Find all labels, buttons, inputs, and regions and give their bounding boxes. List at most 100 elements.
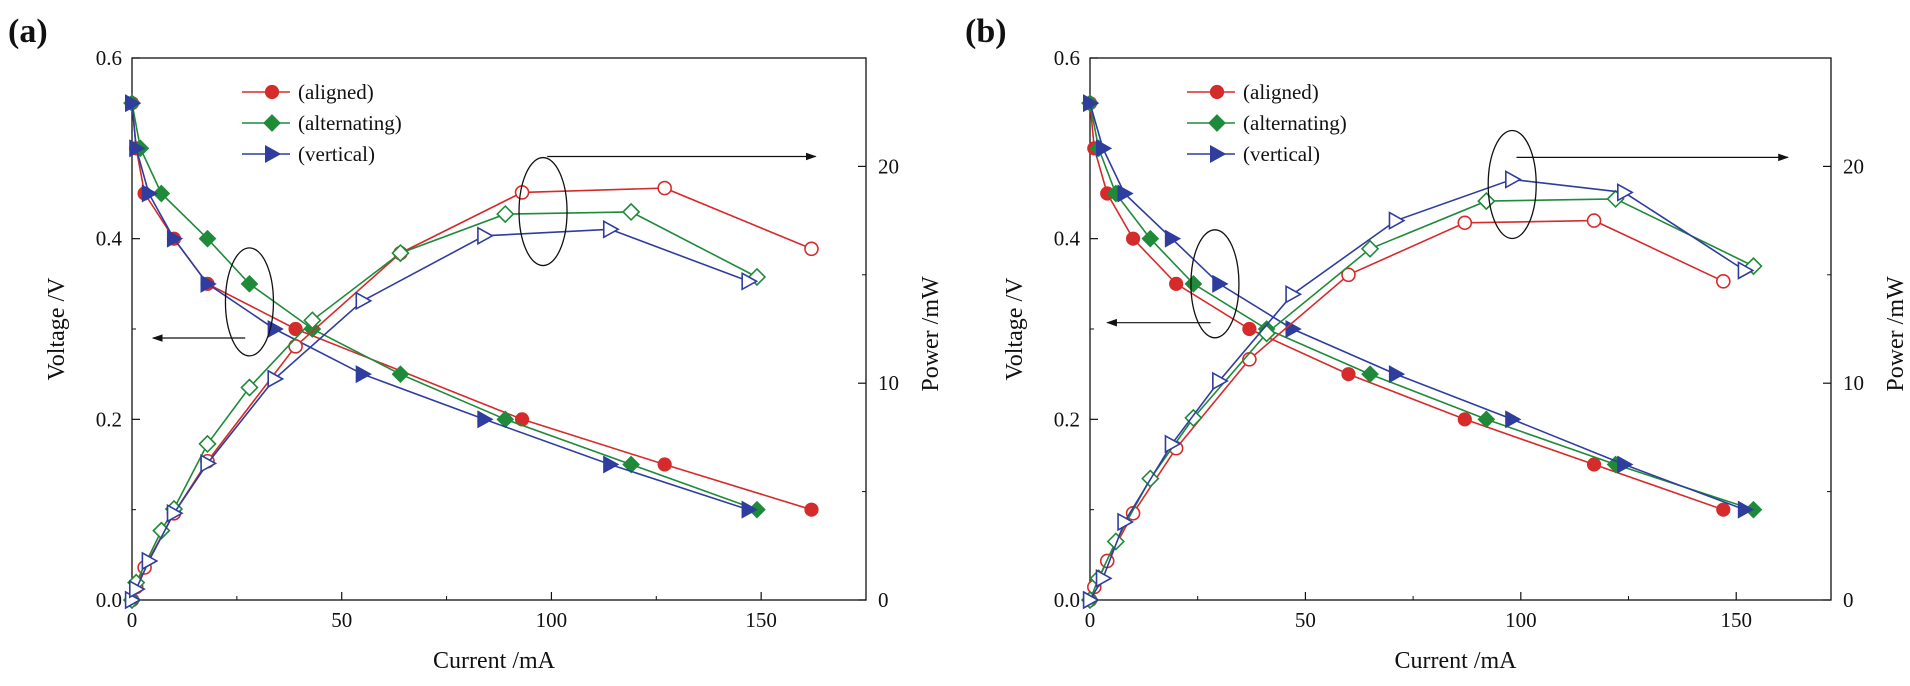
y-right-tick-label: 0 bbox=[1843, 588, 1854, 612]
data-point bbox=[240, 274, 259, 293]
data-point bbox=[1164, 434, 1182, 454]
data-point bbox=[1169, 276, 1184, 291]
y-left-tick-label: 0.2 bbox=[1054, 407, 1080, 431]
legend-marker bbox=[263, 114, 281, 132]
data-point bbox=[1388, 211, 1406, 230]
data-point bbox=[1341, 367, 1356, 382]
legend-marker bbox=[264, 84, 280, 100]
x-axis-title: Current /mA bbox=[1395, 648, 1518, 674]
data-point bbox=[303, 311, 322, 330]
legend-marker bbox=[265, 144, 282, 164]
data-point bbox=[1477, 410, 1496, 429]
data-point bbox=[198, 229, 217, 248]
data-point bbox=[141, 184, 159, 203]
data-point bbox=[1117, 184, 1134, 203]
chart-panel-a: (a) 0 50 100 150 0.0 0.2 0.4 0.6 0 10 20 Current /mA… bbox=[8, 13, 944, 674]
series-line bbox=[131, 228, 749, 601]
annotation-ellipse bbox=[1190, 229, 1240, 339]
x-tick-label: 50 bbox=[1295, 608, 1316, 632]
y-right-tick-label: 20 bbox=[878, 154, 899, 178]
series-line bbox=[1089, 103, 1724, 511]
data-point bbox=[622, 455, 640, 474]
data-point bbox=[496, 204, 515, 224]
data-point bbox=[1117, 512, 1135, 532]
series-2 bbox=[1083, 94, 1755, 519]
data-point bbox=[240, 378, 259, 397]
data-point bbox=[1457, 412, 1472, 427]
series-5 bbox=[124, 219, 759, 610]
series-1 bbox=[123, 94, 766, 519]
annotation-ellipse bbox=[1487, 129, 1537, 240]
data-point bbox=[621, 202, 641, 222]
data-point bbox=[1504, 170, 1522, 189]
data-point bbox=[200, 274, 217, 293]
legend-marker bbox=[1208, 114, 1226, 132]
series-5 bbox=[1082, 170, 1755, 610]
data-point bbox=[391, 243, 410, 263]
data-point bbox=[1341, 267, 1356, 283]
data-point bbox=[200, 454, 218, 473]
data-point bbox=[1360, 239, 1380, 258]
data-point bbox=[152, 184, 171, 203]
series-line bbox=[131, 103, 812, 511]
data-point bbox=[1716, 502, 1731, 517]
y-right-tick-label: 10 bbox=[878, 371, 899, 395]
data-point bbox=[804, 502, 819, 517]
data-point bbox=[1095, 139, 1113, 158]
y-right-tick-label: 0 bbox=[878, 588, 889, 612]
x-tick-label: 100 bbox=[536, 608, 568, 632]
data-point bbox=[514, 185, 530, 200]
data-point bbox=[1083, 94, 1100, 113]
x-tick-label: 100 bbox=[1505, 608, 1537, 632]
y-left-tick-label: 0.0 bbox=[96, 588, 122, 612]
data-point bbox=[1285, 284, 1303, 304]
data-point bbox=[129, 139, 146, 158]
data-point bbox=[1715, 274, 1731, 289]
data-point bbox=[355, 365, 372, 384]
data-point bbox=[1477, 191, 1496, 211]
data-point bbox=[1164, 229, 1182, 248]
legend-label: (vertical) bbox=[1243, 142, 1320, 166]
data-point bbox=[602, 219, 620, 239]
x-tick-label: 150 bbox=[1720, 608, 1752, 632]
series-1 bbox=[1081, 94, 1763, 519]
data-point bbox=[288, 339, 303, 354]
data-point bbox=[1082, 590, 1100, 610]
data-point bbox=[1586, 213, 1602, 228]
data-point bbox=[128, 579, 146, 599]
legend: (aligned) (alternating) (vertical) bbox=[1187, 80, 1347, 166]
series-line bbox=[1089, 198, 1754, 601]
series-line bbox=[131, 187, 812, 601]
annotation-ellipse bbox=[518, 156, 568, 267]
series-2 bbox=[124, 94, 758, 519]
legend-label: (aligned) bbox=[1243, 80, 1319, 104]
data-point bbox=[166, 229, 184, 248]
data-point bbox=[1125, 231, 1141, 246]
y-right-axis-title: Power /mW bbox=[918, 276, 944, 392]
y-left-tick-label: 0.6 bbox=[1054, 46, 1080, 70]
series-line bbox=[1089, 103, 1754, 511]
data-point bbox=[657, 457, 672, 472]
data-point bbox=[141, 551, 159, 571]
data-point bbox=[1505, 410, 1522, 429]
series-line bbox=[131, 103, 749, 511]
legend-label: (alternating) bbox=[298, 111, 402, 135]
y-left-tick-label: 0.4 bbox=[1054, 227, 1081, 251]
panel-label: (a) bbox=[8, 13, 48, 50]
chart-panel-b: (b) 0 50 100 150 0.0 0.2 0.4 0.6 0 10 20 Current /mA… bbox=[965, 13, 1909, 674]
data-point bbox=[1212, 371, 1229, 391]
series-line bbox=[1089, 178, 1746, 601]
data-point bbox=[1617, 455, 1634, 474]
panel-label: (b) bbox=[965, 13, 1007, 50]
y-right-axis-title: Power /mW bbox=[1883, 276, 1909, 392]
x-tick-label: 0 bbox=[1085, 608, 1096, 632]
data-point bbox=[1141, 229, 1160, 248]
data-point bbox=[1737, 261, 1755, 280]
data-point bbox=[391, 365, 410, 384]
data-point bbox=[1388, 365, 1406, 384]
y-left-axis-title: Voltage /V bbox=[1002, 277, 1028, 381]
data-point bbox=[1242, 321, 1257, 337]
data-point bbox=[1737, 500, 1755, 519]
y-left-tick-label: 0.2 bbox=[96, 407, 122, 431]
